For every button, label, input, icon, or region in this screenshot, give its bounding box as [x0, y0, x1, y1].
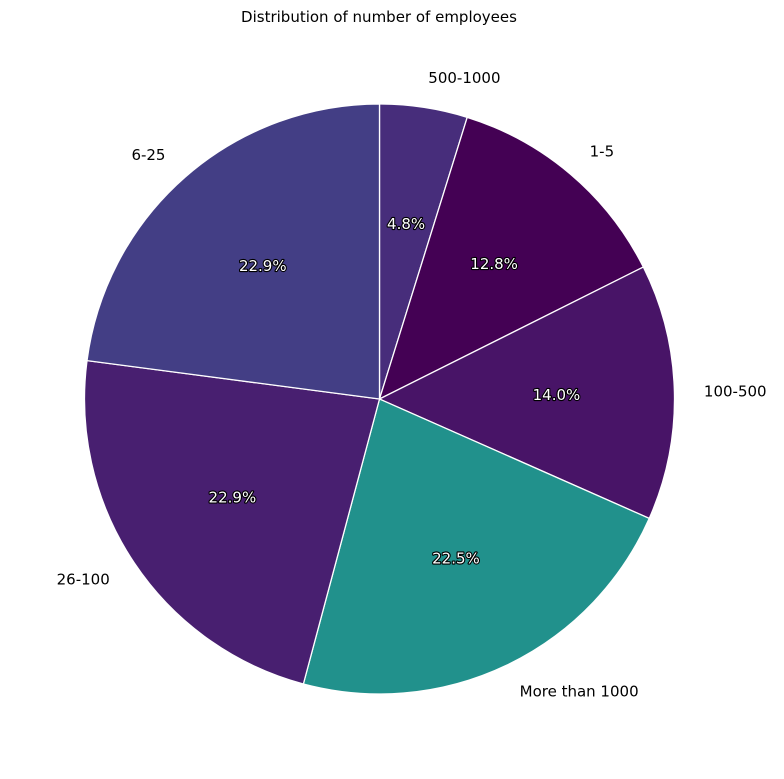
slice-label: More than 1000	[520, 683, 639, 701]
pie-slices	[83, 103, 676, 695]
slice-percentage-label: 22.9%	[209, 488, 257, 506]
slice-percentage-label: 4.8%	[387, 215, 425, 233]
slice-label: 26-100	[57, 570, 110, 588]
slice-percentage-label: 12.8%	[470, 255, 518, 273]
slice-label: 500-1000	[428, 69, 500, 87]
pie-slice-100-500	[377, 266, 676, 520]
chart-title: Distribution of number of employees	[241, 8, 517, 26]
pie-slice-26-100	[83, 359, 381, 685]
slice-label: 6-25	[131, 146, 165, 164]
slice-percentage-label: 14.0%	[533, 386, 581, 404]
slice-percentage-label: 22.9%	[239, 257, 287, 275]
pie-slice-6-25	[86, 103, 381, 400]
pie-slice-more-than-1000	[302, 398, 651, 695]
pie-slice-1-5	[378, 116, 645, 401]
slice-label: 1-5	[590, 143, 615, 161]
slice-label: 100-500	[704, 382, 767, 400]
pie-labels: 500-1000 4.8% 1-5 12.8% 100-500 14.0% More tha…	[57, 69, 767, 700]
slice-percentage-label: 22.5%	[432, 550, 480, 568]
